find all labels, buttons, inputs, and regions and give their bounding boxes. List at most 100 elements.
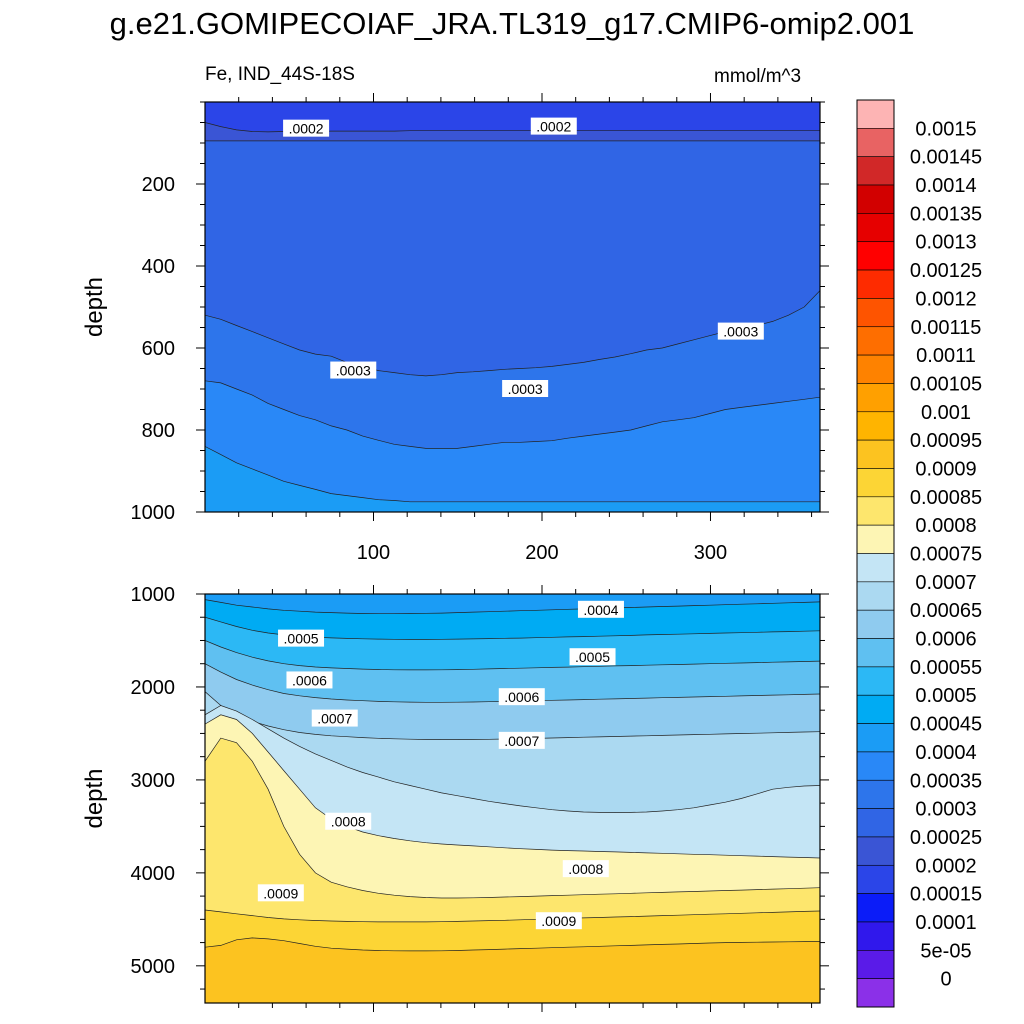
- colorbar-label: 0.0004: [915, 742, 976, 764]
- colorbar-swatch: [856, 609, 895, 639]
- contour-label: .0002: [530, 117, 577, 135]
- colorbar-label: 0.00075: [910, 544, 982, 566]
- colorbar-swatch: [856, 864, 895, 894]
- contour-label: .0006: [498, 688, 545, 706]
- contour-label: .0006: [286, 671, 333, 689]
- bottom-panel: .0004 .0005 .0005 .0006 .0006 .0007 .0007 .0008…: [81, 584, 829, 1012]
- contour-label: .0005: [569, 648, 616, 666]
- colorbar-swatch: [856, 439, 895, 469]
- x-tick-label: 100: [357, 542, 390, 564]
- contour-label-bg: [535, 912, 582, 930]
- figure-title: g.e21.GOMIPECOIAF_JRA.TL319_g17.CMIP6-om…: [109, 6, 915, 41]
- contour-label-bg: [278, 629, 325, 647]
- colorbar-label: 0.00025: [910, 827, 982, 849]
- x-tick-label: 200: [525, 542, 558, 564]
- colorbar-swatch: [856, 779, 895, 809]
- colorbar-label: 0.00115: [911, 317, 982, 339]
- contour-label-text: .0003: [336, 363, 371, 379]
- contour-label-bg: [569, 648, 616, 666]
- colorbar-swatch: [856, 524, 895, 554]
- colorbar-swatch: [856, 836, 895, 866]
- contour-label-bg: [577, 600, 624, 618]
- contour-label-bg: [330, 361, 377, 379]
- y-tick-label: 2000: [131, 677, 176, 699]
- contour-label-text: .0006: [504, 689, 539, 705]
- contour-label-bg: [562, 860, 609, 878]
- contour-line-0.0009: [205, 937, 820, 952]
- top-panel: .0002 .0002 .0003 .0003 .0003 100 200 300 200 400…: [81, 93, 829, 564]
- contour-label: .0008: [562, 860, 609, 878]
- contour-line-0.00045: [205, 599, 820, 615]
- contour-label: .0003: [502, 380, 549, 397]
- contour-band-0.0009: [205, 937, 820, 1003]
- contour-label-bg: [283, 119, 330, 137]
- units-label: mmol/m^3: [714, 66, 802, 87]
- contour-label-text: .0003: [508, 381, 543, 397]
- colorbar-label: 0.0003: [915, 799, 976, 821]
- colorbar-swatch: [856, 553, 895, 583]
- colorbar-swatch: [856, 269, 895, 299]
- colorbar-swatch: [856, 978, 895, 1008]
- colorbar-label: 0.001: [921, 402, 971, 424]
- colorbar-label: 0.0007: [915, 572, 976, 594]
- contour-label-text: .0005: [284, 631, 319, 647]
- colorbar-swatch: [856, 411, 895, 441]
- colorbar-swatch: [856, 893, 895, 923]
- colorbar-label: 0.00145: [910, 147, 982, 169]
- colorbar-label: 5e-05: [920, 940, 971, 962]
- colorbar-swatch: [856, 808, 895, 838]
- colorbar-label: 0.00135: [910, 203, 982, 225]
- contour-label: .0009: [257, 884, 304, 902]
- contour-label-text: .0008: [331, 814, 366, 830]
- contour-label-bg: [498, 731, 545, 749]
- contour-label: .0004: [577, 600, 624, 618]
- colorbar-label: 0.0001: [915, 912, 976, 934]
- contour-label-text: .0008: [568, 861, 603, 877]
- colorbar-swatch: [856, 751, 895, 781]
- y-tick-label: 1000: [131, 584, 176, 606]
- colorbar-label: 0.0012: [915, 288, 976, 310]
- colorbar-label: 0.00035: [910, 770, 982, 792]
- y-tick-label: 3000: [131, 770, 176, 792]
- contour-line-0.0007: [205, 705, 820, 813]
- colorbar-label: 0.0009: [915, 458, 976, 480]
- contour-line-0.0003: [205, 290, 820, 377]
- colorbar-label: 0.00065: [910, 600, 982, 622]
- colorbar-swatch: [856, 156, 895, 186]
- contour-line-0.00075: [205, 714, 820, 859]
- colorbar-label: 0.00105: [910, 373, 982, 395]
- colorbar-label: 0.0008: [915, 515, 976, 537]
- colorbar-swatch: [856, 354, 895, 384]
- contour-line-0.00035: [205, 380, 820, 449]
- colorbar-label: 0.00125: [910, 260, 982, 282]
- colorbar-swatch: [856, 128, 895, 157]
- colorbar-swatch: [856, 666, 895, 696]
- colorbar-swatch: [856, 326, 895, 356]
- contour-label-text: .0002: [536, 119, 571, 135]
- contour-label: .0007: [311, 709, 358, 727]
- colorbar-swatch: [856, 496, 895, 526]
- y-tick-label: 600: [142, 338, 175, 360]
- contour-label-bg: [325, 812, 372, 830]
- colorbar-label: 0.0014: [915, 175, 976, 197]
- contour-field: .0002 .0002 .0003 .0003 .0003: [205, 102, 820, 512]
- colorbar-swatch: [856, 241, 895, 271]
- contour-label-text: .0009: [541, 913, 576, 929]
- contour-label-text: .0006: [292, 672, 327, 688]
- y-tick-label: 4000: [131, 863, 176, 885]
- contour-label-text: .0009: [263, 885, 298, 901]
- contour-line-0.00085: [205, 909, 820, 923]
- contour-label: .0008: [325, 812, 372, 830]
- contour-label: .0003: [330, 361, 377, 379]
- y-axis-label: depth: [81, 277, 108, 337]
- y-tick-label: 1000: [131, 502, 176, 524]
- colorbar-label: 0.00015: [910, 884, 982, 906]
- colorbar-label: 0.00085: [910, 487, 982, 509]
- colorbar-label: 0.0005: [915, 685, 976, 707]
- colorbar-swatch: [856, 581, 895, 611]
- y-tick-label: 5000: [131, 956, 176, 978]
- y-tick-label: 400: [142, 256, 175, 278]
- colorbar-swatch: [856, 694, 895, 724]
- y-axis-label: depth: [81, 768, 108, 828]
